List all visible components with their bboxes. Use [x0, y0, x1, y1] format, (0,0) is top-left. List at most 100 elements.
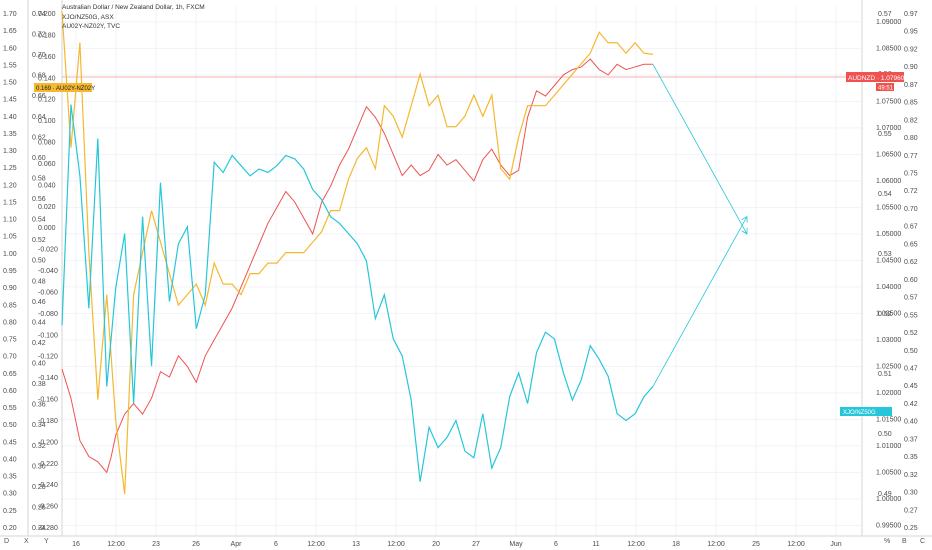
x-tick: 11 [592, 541, 599, 548]
far-right-tick: 0.35 [904, 454, 918, 461]
far-right-tick: 0.75 [904, 171, 918, 178]
far-right-tick: 0.80 [904, 135, 918, 142]
inner-left-b-tick: -0.220 [38, 461, 58, 468]
price-tick: 1.03000 [876, 337, 901, 344]
legend-series-3: AU02Y-NZ02Y, TVC [62, 23, 121, 30]
price-tick: 1.04500 [876, 257, 901, 264]
inner-left-tick: 0.70 [32, 52, 46, 59]
price-tick: 1.04000 [876, 284, 901, 291]
far-left-tick: 1.35 [3, 131, 17, 138]
inner-left-b-tick: 0.180 [38, 32, 56, 39]
far-left-tick: 1.05 [3, 234, 17, 241]
inner-left-b-tick: 0.040 [38, 182, 56, 189]
inner-left-tick: 0.38 [32, 381, 46, 388]
x-tick: 18 [672, 541, 680, 548]
inner-left-tick: 0.72 [32, 32, 46, 39]
far-left-tick: 0.45 [3, 439, 17, 446]
inner-left-b-tick: 0.080 [38, 140, 56, 147]
alt-right-tick: 0.51 [878, 371, 892, 378]
far-left-tick: 0.30 [3, 491, 17, 498]
far-right-tick: 0.65 [904, 241, 918, 248]
price-tick: 1.07000 [876, 125, 901, 132]
inner-left-tick: 0.74 [32, 11, 46, 18]
price-tick: 1.00000 [876, 496, 901, 503]
orange-label: 0.169 · AU02Y-NZ02Y [36, 86, 95, 92]
inner-left-tick: 0.44 [32, 319, 46, 326]
x-tick: 12:00 [387, 541, 405, 548]
far-right-tick: 0.40 [904, 419, 918, 426]
axis-button-percent[interactable]: % [884, 538, 891, 545]
far-right-tick: 0.55 [904, 312, 918, 319]
price-tick: 1.05500 [876, 204, 901, 211]
x-tick: 12:00 [627, 541, 645, 548]
far-right-tick: 0.30 [904, 490, 918, 497]
au02y-nz02y-line [61, 11, 654, 495]
inner-left-b-tick: 0.000 [38, 225, 56, 232]
inner-left-tick: 0.64 [32, 114, 46, 121]
inner-left-tick: 0.56 [32, 196, 46, 203]
far-left-tick: 0.70 [3, 354, 17, 361]
inner-left-b-tick: -0.140 [38, 375, 58, 382]
far-right-tick: 0.32 [904, 472, 918, 479]
axis-button-b[interactable]: B [902, 538, 907, 545]
price-tick: 1.08500 [876, 45, 901, 52]
inner-left-tick: 0.68 [32, 73, 46, 80]
far-right-tick: 0.27 [904, 507, 918, 514]
price-tick: 1.07500 [876, 98, 901, 105]
inner-left-b-tick: 0.200 [38, 11, 56, 18]
far-right-tick: 0.72 [904, 188, 918, 195]
far-left-tick: 1.15 [3, 199, 17, 206]
inner-left-tick: 0.60 [32, 155, 46, 162]
far-left-tick: 0.20 [3, 525, 17, 532]
far-left-tick: 1.30 [3, 148, 17, 155]
inner-left-b-tick: -0.280 [38, 525, 58, 532]
inner-left-tick: 0.42 [32, 340, 46, 347]
alt-right-tick: 0.50 [878, 431, 892, 438]
axis-button-y[interactable]: Y [44, 538, 49, 545]
inner-left-tick: 0.40 [32, 361, 46, 368]
far-left-tick: 1.45 [3, 97, 17, 104]
far-right-tick: 0.97 [904, 11, 918, 18]
price-tick: 1.02500 [876, 363, 901, 370]
countdown-label: 49:51 [878, 86, 894, 92]
far-right-tick: 0.37 [904, 436, 918, 443]
inner-left-b-tick: -0.100 [38, 332, 58, 339]
far-left-tick: 1.40 [3, 114, 17, 121]
axis-button-d[interactable]: D [4, 538, 10, 545]
far-right-tick: 0.25 [904, 525, 918, 532]
x-tick: 13 [352, 541, 360, 548]
far-left-tick: 0.80 [3, 319, 17, 326]
x-tick: 6 [274, 541, 278, 548]
x-tick: 12:00 [307, 541, 325, 548]
far-right-tick: 0.50 [904, 348, 918, 355]
inner-left-b-tick: 0.160 [38, 54, 56, 61]
inner-left-b-tick: -0.120 [38, 354, 58, 361]
axis-button-c[interactable]: C [920, 538, 926, 545]
far-left-tick: 1.55 [3, 62, 17, 69]
far-left-tick: 0.25 [3, 508, 17, 515]
axis-button-x[interactable]: X [24, 538, 29, 545]
far-left-tick: 0.35 [3, 474, 17, 481]
price-label: AUDNZD · 1.07960 [848, 75, 905, 82]
far-left-tick: 0.50 [3, 422, 17, 429]
x-tick: 12:00 [707, 541, 725, 548]
legend-series-2: XJO/NZ50G, ASX [62, 14, 114, 21]
inner-left-b-tick: 0.100 [38, 118, 56, 125]
price-tick: 1.05000 [876, 231, 901, 238]
far-left-tick: 1.60 [3, 45, 17, 52]
inner-left-tick: 0.46 [32, 299, 46, 306]
far-left-tick: 0.40 [3, 456, 17, 463]
inner-left-tick: 0.28 [32, 484, 46, 491]
x-tick: 16 [72, 541, 80, 548]
price-tick: 1.06500 [876, 151, 901, 158]
inner-left-b-tick: -0.080 [38, 311, 58, 318]
alt-right-tick: 0.54 [878, 191, 892, 198]
countdown-label-bg [876, 83, 894, 92]
far-right-tick: 0.95 [904, 29, 918, 36]
alt-right-tick: 0.53 [878, 251, 892, 258]
far-right-tick: 0.62 [904, 259, 918, 266]
price-tick: 1.01000 [876, 443, 901, 450]
projection-arrowhead [741, 215, 748, 223]
far-left-tick: 1.20 [3, 182, 17, 189]
